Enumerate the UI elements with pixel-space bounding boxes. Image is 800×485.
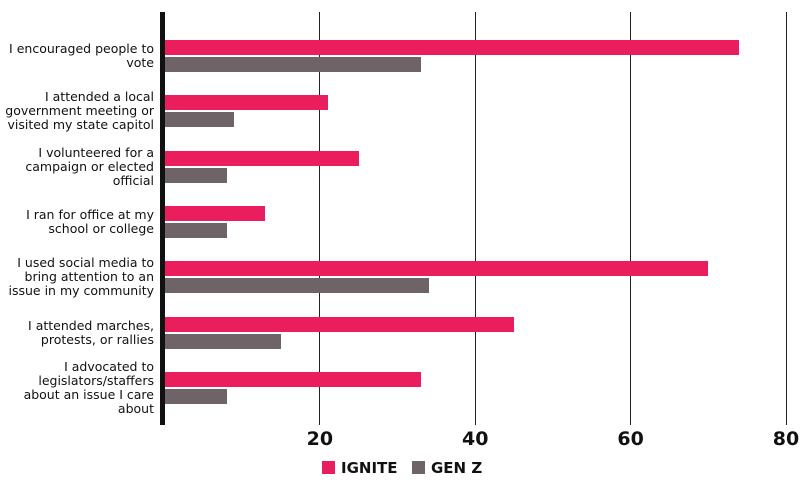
x-tick-label: 80 [772, 428, 800, 450]
bar [164, 167, 227, 183]
grid-line [785, 12, 787, 425]
legend-swatch [322, 461, 335, 474]
category-label: I ran for office at my school or college [26, 206, 154, 236]
x-tick-label: 20 [306, 428, 334, 450]
bar [164, 388, 227, 404]
category-label: I attended marches, protests, or rallies [28, 317, 154, 347]
legend-swatch [412, 461, 425, 474]
category-label: I attended a local government meeting or… [5, 89, 154, 133]
bar [164, 112, 235, 128]
category-label: I volunteered for a campaign or elected … [25, 144, 154, 188]
x-tick-label: 60 [617, 428, 644, 450]
bar [164, 278, 429, 294]
grid-line [319, 12, 321, 425]
axis-line [160, 12, 165, 425]
category-label: I advocated to legislators/staffers abou… [23, 358, 154, 416]
bar [164, 205, 266, 221]
bar [164, 95, 328, 111]
grid-line [630, 12, 632, 425]
bar [164, 316, 515, 332]
x-tick-label: 40 [462, 428, 489, 450]
bar [164, 40, 740, 55]
category-label: I used social media to bring attention t… [8, 255, 155, 299]
legend-label: GEN Z [431, 459, 483, 477]
bar [164, 371, 421, 387]
bar [164, 333, 282, 349]
bar [164, 57, 421, 72]
bar [164, 261, 709, 277]
legend-label: IGNITE [341, 459, 398, 477]
category-label: I encouraged people to vote [9, 41, 154, 70]
grid-line [474, 12, 476, 425]
bar [164, 222, 227, 238]
bar [164, 150, 359, 166]
